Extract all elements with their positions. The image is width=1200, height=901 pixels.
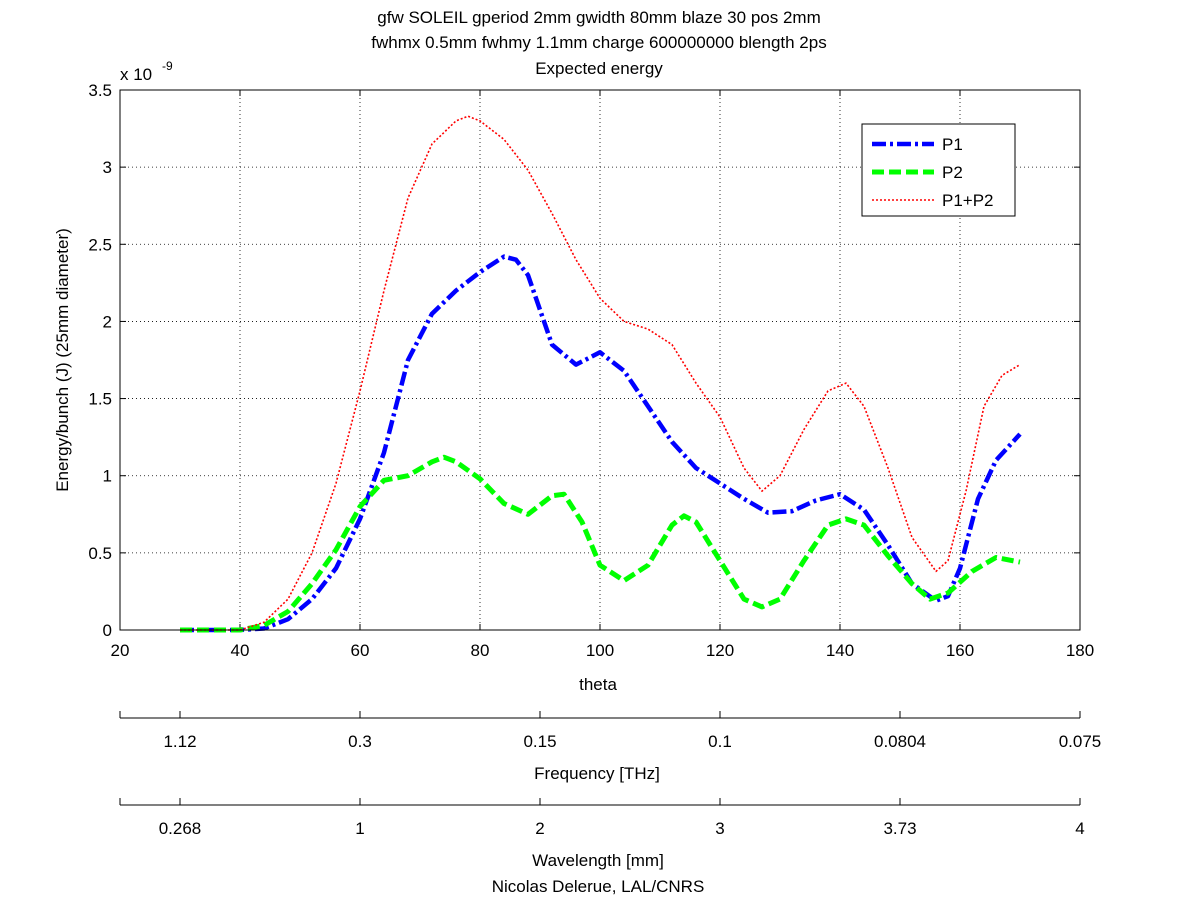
secondary-axis-tick-label: 0.075	[1059, 732, 1102, 751]
y-tick-label: 2	[103, 312, 112, 331]
secondary-axis-tick-label: 1.12	[163, 732, 196, 751]
axes-frame	[119, 89, 1081, 631]
secondary-axis-tick-label: 0.3	[348, 732, 372, 751]
x-axis-label: theta	[579, 675, 617, 694]
y-tick-label: 0.5	[88, 544, 112, 563]
chart-title-line-2: fwhmx 0.5mm fwhmy 1.1mm charge 600000000…	[371, 33, 826, 52]
frequency-axis-label: Frequency [THz]	[534, 764, 660, 783]
x-tick-label: 160	[946, 641, 974, 660]
y-axis-label: Energy/bunch (J) (25mm diameter)	[53, 228, 72, 492]
secondary-axis-tick-label: 0.268	[159, 819, 202, 838]
legend-label: P1+P2	[942, 191, 994, 210]
x-tick-label: 180	[1066, 641, 1094, 660]
x-tick-label: 80	[471, 641, 490, 660]
secondary-axis-tick-label: 1	[355, 819, 364, 838]
secondary-axis-tick-label: 0.0804	[874, 732, 926, 751]
secondary-axis-tick-label: 0.15	[523, 732, 556, 751]
x-tick-label: 20	[111, 641, 130, 660]
wavelength-axis-label: Wavelength [mm]	[532, 851, 664, 870]
x-tick-label: 140	[826, 641, 854, 660]
secondary-axis-tick-label: 2	[535, 819, 544, 838]
legend-box	[861, 123, 1016, 217]
secondary-axis-tick-label: 3	[715, 819, 724, 838]
x-tick-label: 100	[586, 641, 614, 660]
legend-label: P1	[942, 135, 963, 154]
y-tick-label: 2.5	[88, 235, 112, 254]
y-exponent-base: x 10	[120, 65, 152, 84]
y-tick-label: 3.5	[88, 81, 112, 100]
y-tick-label: 0	[103, 621, 112, 640]
series-line-p2	[180, 454, 1021, 633]
legend-label: P2	[942, 163, 963, 182]
y-tick-label: 1.5	[88, 390, 112, 409]
x-tick-label: 40	[231, 641, 250, 660]
y-exponent-power: -9	[162, 59, 173, 73]
x-tick-label: 120	[706, 641, 734, 660]
footer-credit: Nicolas Delerue, LAL/CNRS	[492, 877, 705, 896]
secondary-axes: 1.12 0.3 0.15 0.1 0.0804 0.075 0.268 1 2 3 3.73 4	[119, 711, 1102, 838]
series-line-p1-p2	[180, 115, 1021, 631]
chart-title-line-1: gfw SOLEIL gperiod 2mm gwidth 80mm blaze…	[377, 8, 820, 27]
y-tick-label: 1	[103, 467, 112, 486]
secondary-axis-tick-label: 0.1	[708, 732, 732, 751]
y-tick-label: 3	[103, 158, 112, 177]
x-tick-label: 60	[351, 641, 370, 660]
chart-title-line-3: Expected energy	[535, 59, 663, 78]
secondary-axis-tick-label: 3.73	[883, 819, 916, 838]
legend: P1 P2 P1+P2	[861, 123, 1016, 217]
secondary-axis-tick-label: 4	[1075, 819, 1084, 838]
